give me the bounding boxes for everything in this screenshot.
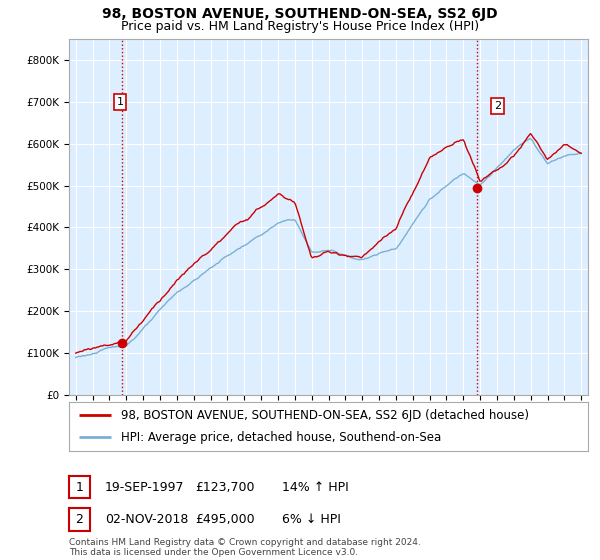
Text: 14% ↑ HPI: 14% ↑ HPI (282, 480, 349, 494)
Text: 2: 2 (76, 513, 83, 526)
Text: Price paid vs. HM Land Registry's House Price Index (HPI): Price paid vs. HM Land Registry's House … (121, 20, 479, 32)
Text: 1: 1 (116, 97, 124, 107)
Text: HPI: Average price, detached house, Southend-on-Sea: HPI: Average price, detached house, Sout… (121, 431, 441, 444)
Text: £495,000: £495,000 (195, 513, 254, 526)
Text: £123,700: £123,700 (195, 480, 254, 494)
Text: 1: 1 (76, 480, 83, 494)
Text: 98, BOSTON AVENUE, SOUTHEND-ON-SEA, SS2 6JD: 98, BOSTON AVENUE, SOUTHEND-ON-SEA, SS2 … (102, 7, 498, 21)
Text: 19-SEP-1997: 19-SEP-1997 (105, 480, 185, 494)
Text: 02-NOV-2018: 02-NOV-2018 (105, 513, 188, 526)
Text: 6% ↓ HPI: 6% ↓ HPI (282, 513, 341, 526)
Text: 2: 2 (494, 101, 501, 111)
Text: Contains HM Land Registry data © Crown copyright and database right 2024.
This d: Contains HM Land Registry data © Crown c… (69, 538, 421, 557)
Text: 98, BOSTON AVENUE, SOUTHEND-ON-SEA, SS2 6JD (detached house): 98, BOSTON AVENUE, SOUTHEND-ON-SEA, SS2 … (121, 409, 529, 422)
